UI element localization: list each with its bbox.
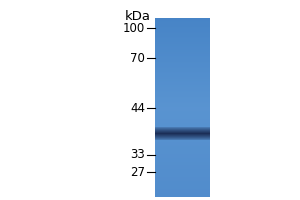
- Text: kDa: kDa: [125, 10, 151, 23]
- Text: 100: 100: [123, 21, 145, 34]
- Text: 44: 44: [130, 102, 145, 114]
- Text: 33: 33: [130, 148, 145, 162]
- Text: 27: 27: [130, 166, 145, 178]
- Text: 70: 70: [130, 51, 145, 64]
